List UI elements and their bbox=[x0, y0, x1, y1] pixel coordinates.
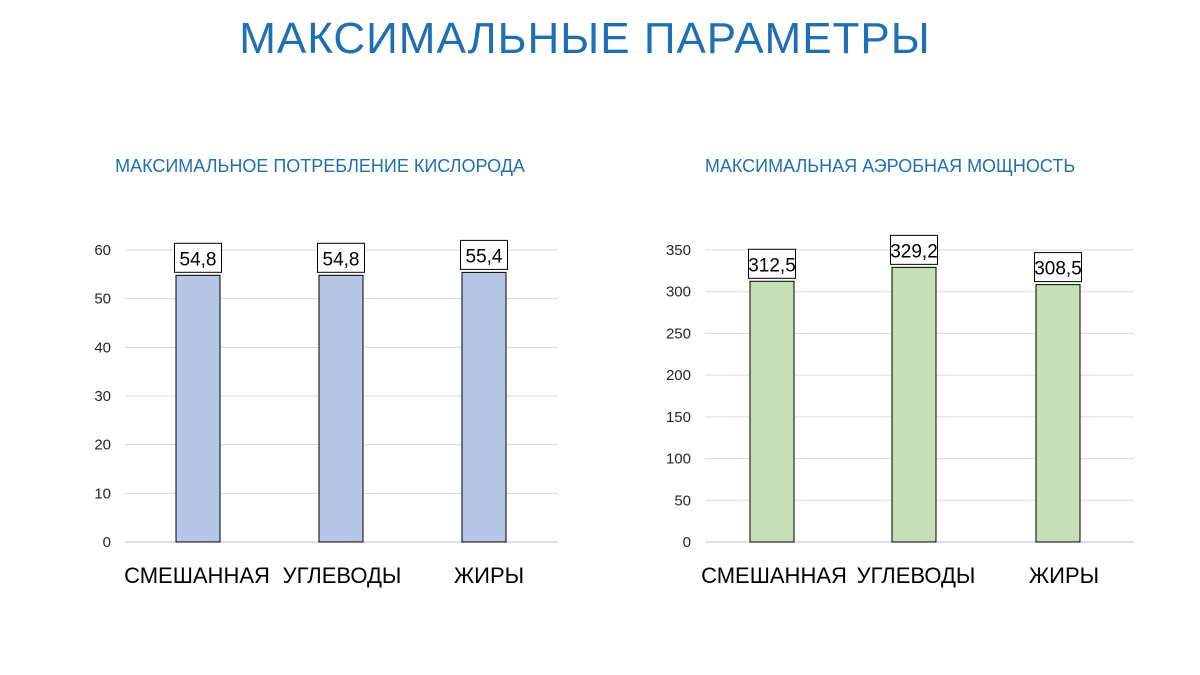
data-label-box bbox=[1034, 252, 1082, 283]
chart-title: МАКСИМАЛЬНАЯ АЭРОБНАЯ МОЩНОСТЬ bbox=[704, 156, 1076, 176]
data-label-box bbox=[317, 242, 365, 273]
category-label: СМЕШАННАЯ bbox=[701, 563, 847, 588]
category-label: УГЛЕВОДЫ bbox=[283, 563, 402, 588]
data-label-text: 55,4 bbox=[466, 246, 503, 267]
y-tick-label: 10 bbox=[94, 485, 111, 502]
data-label-text: 308,5 bbox=[1034, 259, 1082, 280]
y-tick-label: 350 bbox=[666, 242, 691, 259]
aerobic-power-chart: МАКСИМАЛЬНАЯ АЭРОБНАЯ МОЩНОСТЬ 0 50 100 150… bbox=[600, 150, 1180, 610]
data-label: 54,8 bbox=[174, 242, 222, 273]
y-tick-label: 50 bbox=[674, 492, 691, 509]
category-label: УГЛЕВОДЫ bbox=[857, 563, 976, 588]
category-label: ЖИРЫ bbox=[454, 563, 524, 588]
data-label-box bbox=[890, 234, 938, 265]
y-tick-label: 30 bbox=[94, 388, 111, 405]
data-label-box bbox=[748, 248, 796, 279]
y-tick-label: 0 bbox=[103, 534, 111, 551]
data-label-text: 329,2 bbox=[890, 241, 938, 262]
data-label: 55,4 bbox=[460, 239, 508, 270]
oxygen-consumption-chart: МАКСИМАЛЬНОЕ ПОТРЕБЛЕНИЕ КИСЛОРОДА 0 10 20… bbox=[30, 150, 610, 610]
category-label: СМЕШАННАЯ bbox=[124, 563, 270, 588]
y-tick-label: 20 bbox=[94, 437, 111, 454]
bar bbox=[175, 274, 221, 543]
data-label-box bbox=[174, 242, 222, 273]
data-label: 329,2 bbox=[890, 234, 938, 265]
data-label-text: 54,8 bbox=[323, 249, 360, 270]
data-label-text: 312,5 bbox=[748, 255, 796, 276]
y-tick-label: 50 bbox=[94, 291, 111, 308]
data-label-text: 54,8 bbox=[180, 249, 217, 270]
bar bbox=[318, 274, 364, 543]
chart-title: МАКСИМАЛЬНОЕ ПОТРЕБЛЕНИЕ КИСЛОРОДА bbox=[115, 156, 525, 176]
chart-plot: 0 10 20 30 40 50 60 54,8 СМЕШАННАЯ 54,8 УГЛЕВОДЫ 55… bbox=[94, 239, 558, 588]
bar bbox=[749, 280, 795, 543]
chart-plot: 0 50 100 150 200 250 300 350 312,5 СМЕШАННАЯ 329,2… bbox=[666, 234, 1134, 588]
data-label-box bbox=[460, 239, 508, 270]
y-tick-label: 150 bbox=[666, 409, 691, 426]
category-label: ЖИРЫ bbox=[1029, 563, 1099, 588]
data-label: 54,8 bbox=[317, 242, 365, 273]
bar bbox=[1035, 284, 1081, 543]
y-tick-label: 300 bbox=[666, 284, 691, 301]
data-label: 308,5 bbox=[1034, 252, 1082, 283]
bar bbox=[891, 266, 937, 543]
y-tick-label: 60 bbox=[94, 242, 111, 259]
y-tick-label: 250 bbox=[666, 325, 691, 342]
bar bbox=[461, 271, 507, 543]
y-tick-label: 200 bbox=[666, 367, 691, 384]
y-tick-label: 0 bbox=[683, 534, 691, 551]
y-tick-label: 40 bbox=[94, 339, 111, 356]
page-title: МАКСИМАЛЬНЫЕ ПАРАМЕТРЫ bbox=[239, 14, 931, 63]
data-label: 312,5 bbox=[748, 248, 796, 279]
y-tick-label: 100 bbox=[666, 451, 691, 468]
